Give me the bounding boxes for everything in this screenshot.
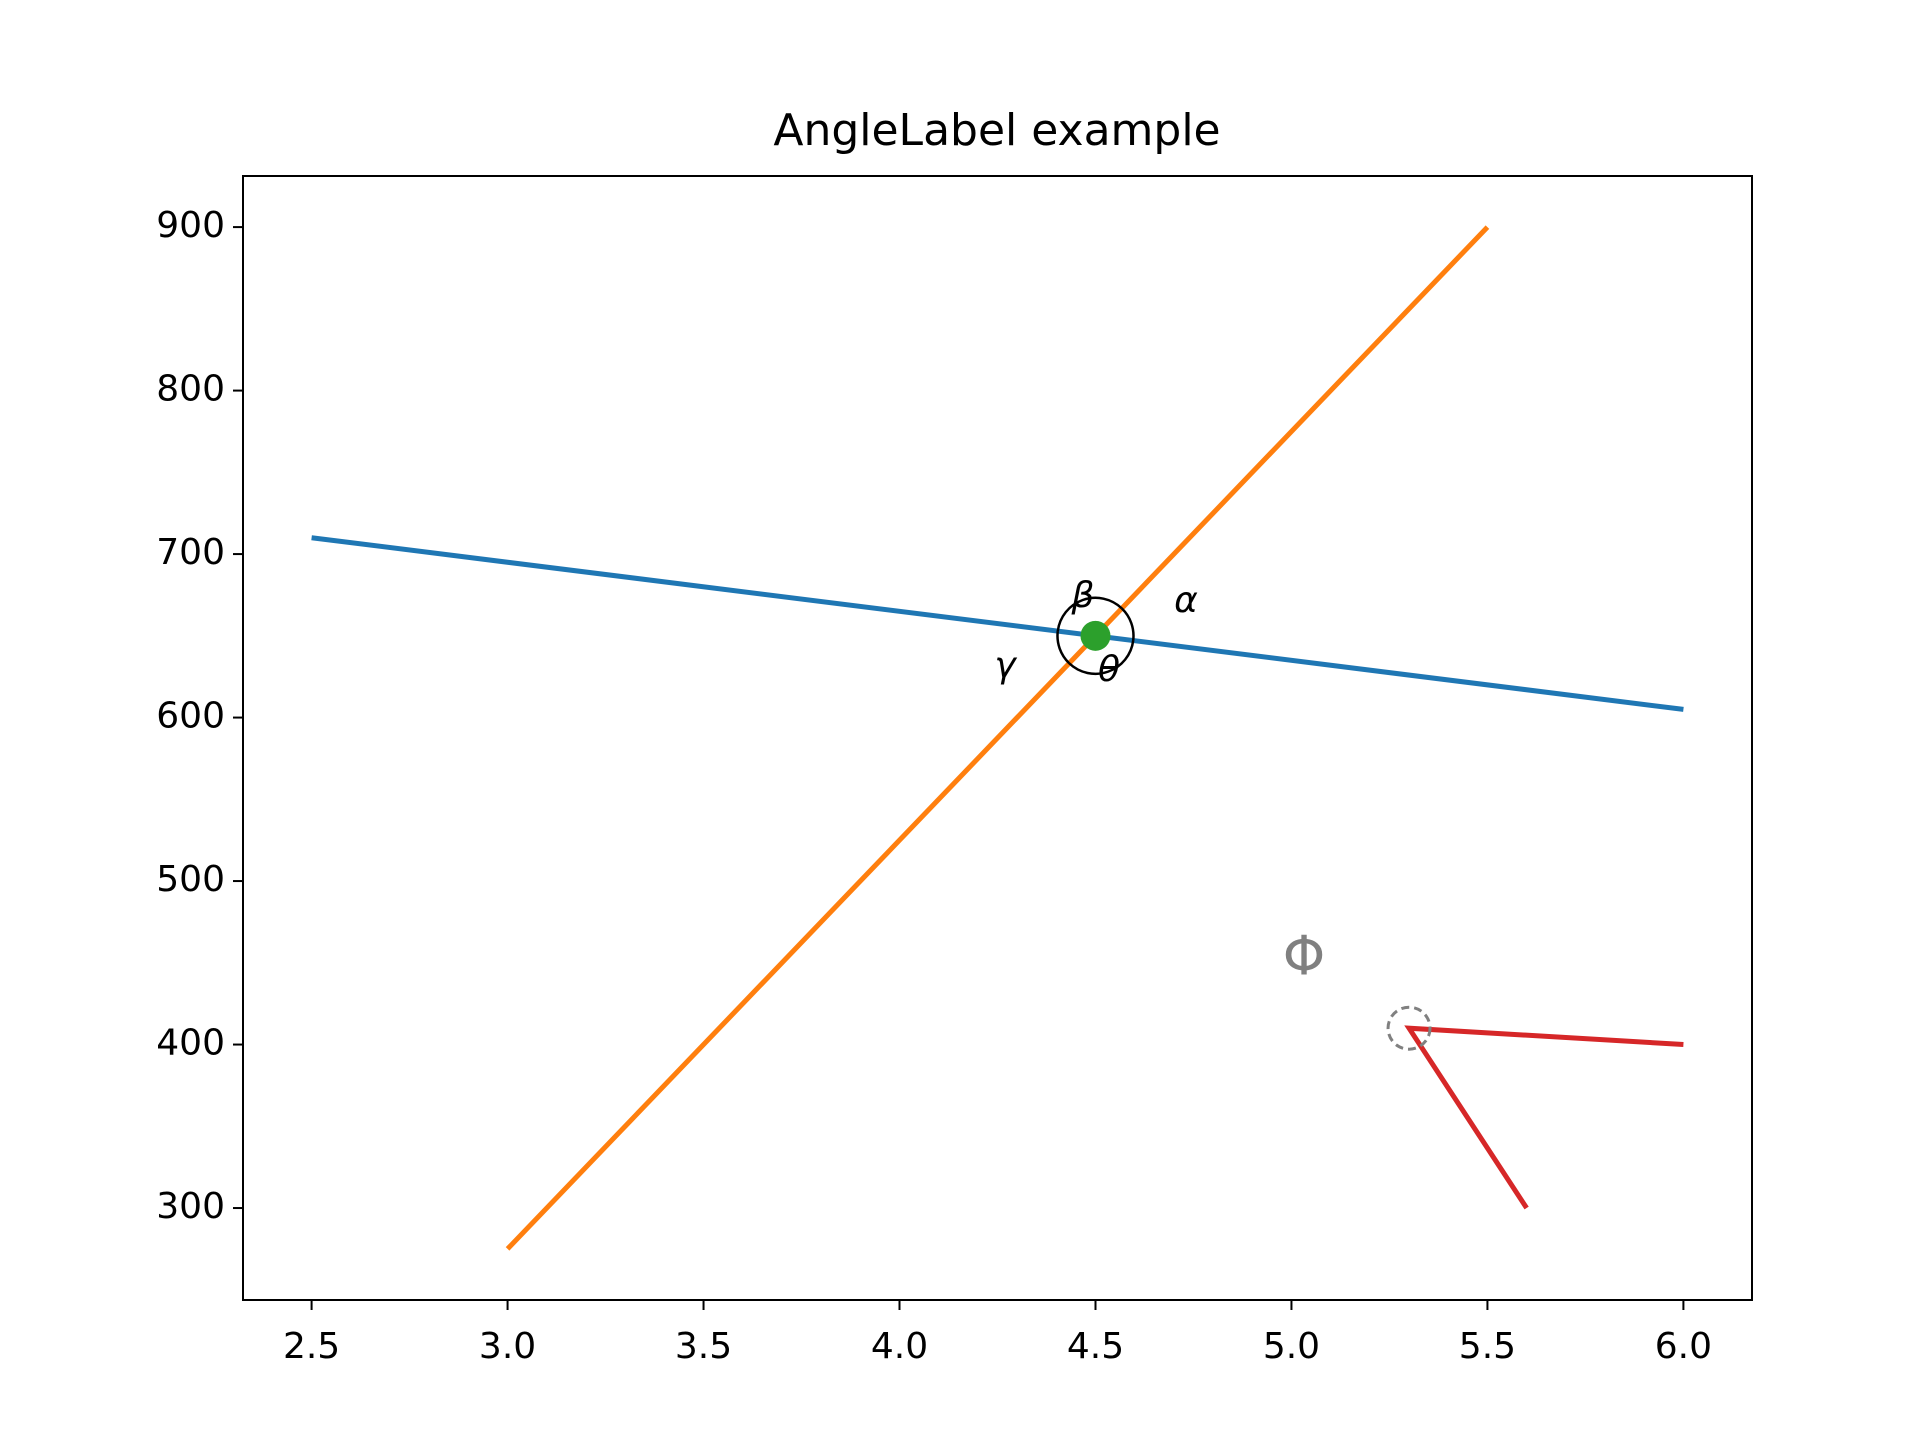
chart-title: AngleLabel example bbox=[773, 105, 1220, 156]
line bbox=[311, 535, 1684, 712]
y-tick-label: 700 bbox=[156, 532, 225, 573]
angle-label: α bbox=[1174, 580, 1198, 621]
line bbox=[1404, 1025, 1684, 1210]
angle-arc bbox=[1068, 640, 1135, 676]
x-tick-label: 4.0 bbox=[871, 1326, 928, 1367]
x-tick-label: 6.0 bbox=[1655, 1326, 1712, 1367]
angle-label: γ bbox=[994, 645, 1017, 686]
angle-arc bbox=[1120, 607, 1135, 641]
angle-marker bbox=[1386, 1005, 1432, 1051]
y-tick-label: 300 bbox=[156, 1186, 225, 1227]
y-tick-label: 400 bbox=[156, 1023, 225, 1064]
angle-arc bbox=[1056, 630, 1071, 665]
y-tick-label: 600 bbox=[156, 696, 225, 737]
angle-label: θ bbox=[1098, 649, 1120, 690]
x-tick-label: 3.5 bbox=[675, 1326, 732, 1367]
angle-label: β bbox=[1071, 575, 1095, 616]
angle-arc bbox=[1056, 596, 1123, 632]
y-tick-label: 900 bbox=[156, 205, 225, 246]
x-tick-label: 4.5 bbox=[1067, 1326, 1124, 1367]
x-tick-label: 5.5 bbox=[1459, 1326, 1516, 1367]
angle-label: Φ bbox=[1283, 925, 1326, 988]
y-tick-label: 800 bbox=[156, 369, 225, 410]
point bbox=[1080, 620, 1111, 651]
x-tick-label: 3.0 bbox=[479, 1326, 536, 1367]
y-tick-label: 500 bbox=[156, 859, 225, 900]
line bbox=[505, 225, 1490, 1251]
x-tick-label: 5.0 bbox=[1263, 1326, 1320, 1367]
axes-frame bbox=[242, 175, 1753, 1301]
x-tick-label: 2.5 bbox=[283, 1326, 340, 1367]
